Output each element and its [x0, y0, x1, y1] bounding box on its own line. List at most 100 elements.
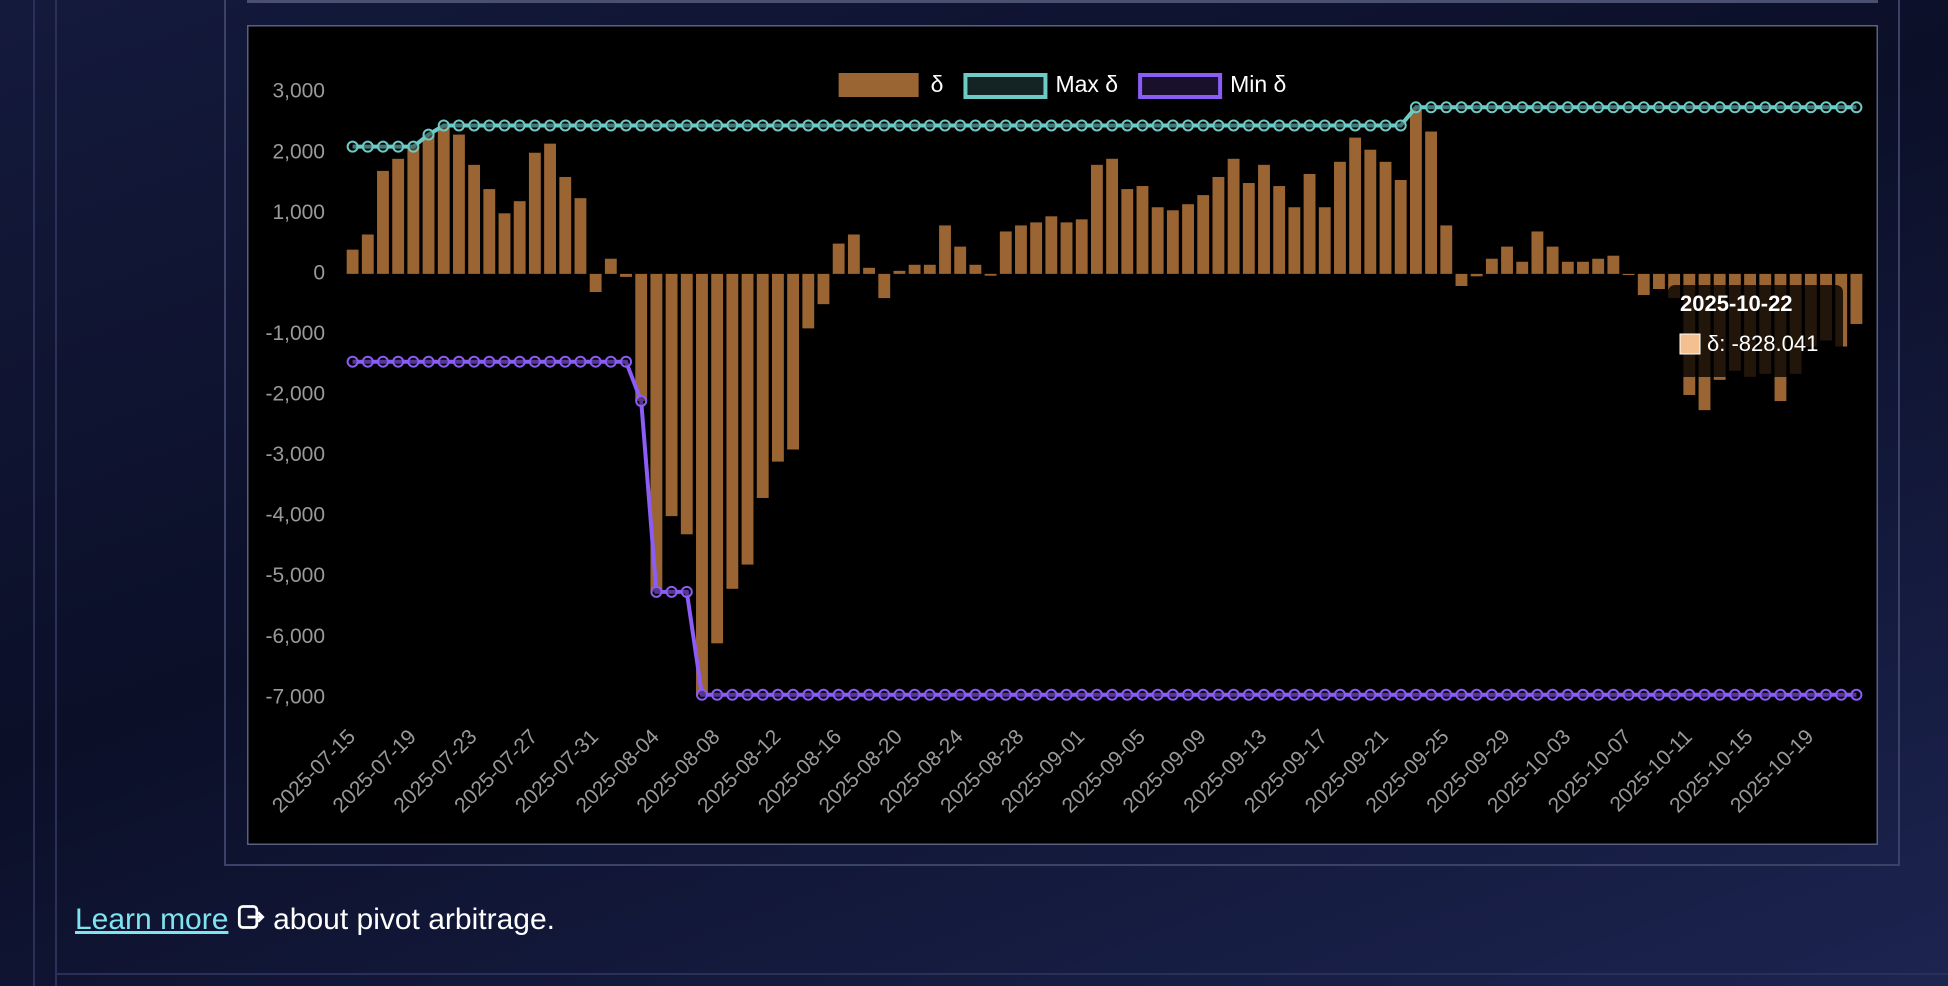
y-tick-label: -7,000: [265, 685, 325, 708]
line-point: [498, 119, 511, 132]
line-point: [1501, 101, 1514, 114]
line-point: [1212, 688, 1225, 701]
line-point: [1835, 101, 1848, 114]
bar: [1622, 273, 1635, 276]
bar: [574, 198, 587, 274]
line-point: [1744, 688, 1757, 701]
line-point: [1121, 119, 1134, 132]
bar: [1318, 207, 1331, 274]
bar: [1592, 258, 1605, 274]
bar: [392, 158, 405, 274]
line-point: [1197, 688, 1210, 701]
line-point: [939, 688, 952, 701]
bar: [1637, 273, 1650, 296]
frame-line: [247, 0, 1878, 3]
line-point: [665, 585, 678, 598]
legend-label: δ: [931, 71, 944, 97]
line-point: [771, 688, 784, 701]
frame-line: [55, 0, 57, 986]
bar: [1470, 273, 1483, 277]
bar: [680, 273, 693, 535]
line-point: [1759, 101, 1772, 114]
line-point: [954, 119, 967, 132]
line-point: [802, 119, 815, 132]
line-point: [1090, 119, 1103, 132]
line-point: [1455, 101, 1468, 114]
learn-more-link[interactable]: Learn more: [75, 903, 229, 936]
line-point: [756, 688, 769, 701]
line-point: [908, 688, 921, 701]
bar: [1561, 261, 1574, 274]
bar: [559, 176, 572, 274]
line-point: [528, 355, 541, 368]
bar: [1425, 131, 1438, 274]
line-point: [589, 119, 602, 132]
line-point: [635, 395, 648, 408]
bar: [1212, 176, 1225, 274]
line-point: [847, 119, 860, 132]
line-point: [1349, 688, 1362, 701]
line-point: [1288, 688, 1301, 701]
bar: [544, 143, 556, 274]
line-point: [1607, 101, 1620, 114]
line-point: [1668, 688, 1681, 701]
line-point: [559, 355, 572, 368]
line-point: [1060, 688, 1073, 701]
line-point: [437, 119, 450, 132]
line-point: [574, 355, 587, 368]
bar: [1060, 222, 1073, 274]
line-point: [1394, 688, 1407, 701]
line-point: [1607, 688, 1620, 701]
line-point: [452, 119, 465, 132]
line-point: [726, 119, 739, 132]
line-point: [863, 119, 876, 132]
bar: [620, 273, 632, 277]
line-point: [771, 119, 784, 132]
line-point: [1728, 101, 1741, 114]
bar: [1273, 186, 1286, 274]
line-point: [1820, 101, 1833, 114]
line-point: [756, 119, 769, 132]
line-point: [1485, 101, 1498, 114]
line-point: [1592, 101, 1605, 114]
line-point: [1257, 119, 1270, 132]
legend: δ Max δ Min δ: [838, 71, 1286, 99]
bar: [1455, 273, 1468, 286]
line-point: [984, 688, 997, 701]
bar: [1364, 149, 1377, 274]
bar: [1485, 258, 1498, 274]
bar: [817, 273, 830, 305]
line-point: [1030, 688, 1043, 701]
line-point: [468, 119, 481, 132]
line-point: [908, 119, 921, 132]
bar: [878, 273, 891, 299]
line-point: [604, 119, 617, 132]
line-point: [1242, 119, 1255, 132]
y-tick-label: 2,000: [272, 140, 325, 163]
line-point: [1546, 688, 1559, 701]
bar: [361, 234, 374, 274]
bar: [832, 243, 845, 274]
tooltip: 2025-10-22 δ: -828.041: [1668, 285, 1843, 377]
line-point: [1485, 688, 1498, 701]
line-point: [1652, 688, 1665, 701]
line-point: [817, 119, 830, 132]
bar: [1409, 107, 1422, 274]
bar: [1501, 246, 1513, 274]
line-point: [923, 688, 936, 701]
line-point: [832, 688, 845, 701]
line-point: [544, 355, 557, 368]
frame-line: [55, 973, 1948, 975]
line-point: [1151, 688, 1164, 701]
line-point: [1106, 119, 1119, 132]
line-point: [1850, 688, 1863, 701]
line-point: [680, 119, 693, 132]
bar: [1166, 210, 1179, 274]
footer-text: about pivot arbitrage.: [273, 903, 555, 936]
bar: [1288, 207, 1301, 274]
y-tick-label: -1,000: [265, 322, 325, 345]
line-point: [1136, 688, 1149, 701]
line-point: [1744, 101, 1757, 114]
bar: [1151, 207, 1164, 274]
line-point: [1470, 101, 1483, 114]
